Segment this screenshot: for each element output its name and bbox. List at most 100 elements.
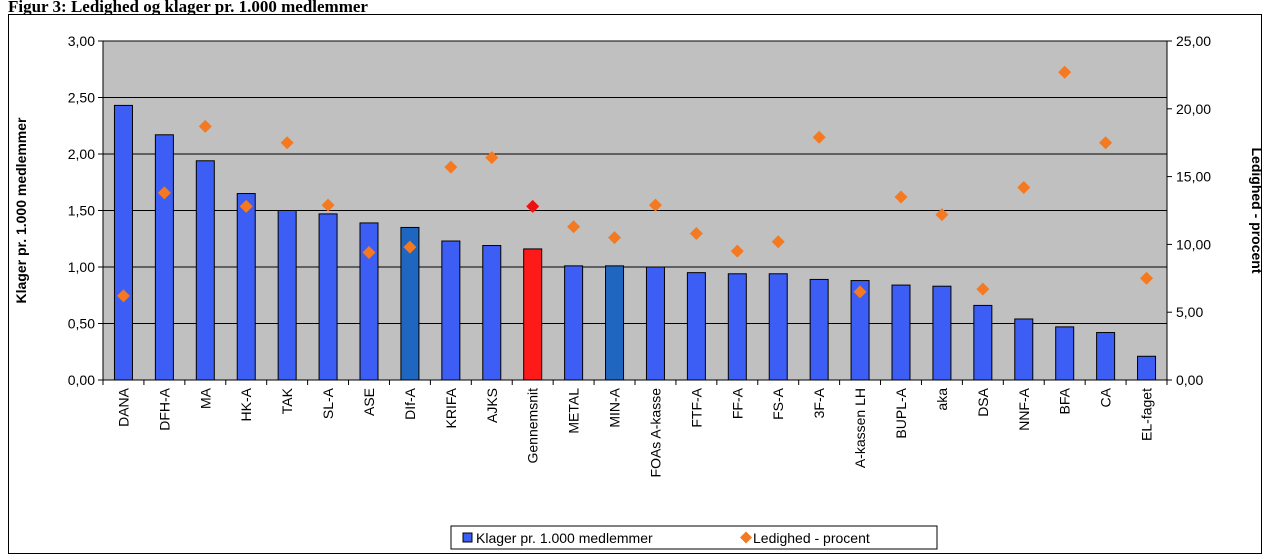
x-tick-label: METAL xyxy=(566,388,582,434)
marker-tak xyxy=(280,136,294,150)
y-tick-label: 2,00 xyxy=(68,146,95,162)
marker-metal xyxy=(567,220,581,234)
marker-dfh-a xyxy=(157,186,171,200)
x-tick-label: DIf-A xyxy=(402,387,418,420)
x-tick-label: FOAs A-kasse xyxy=(647,388,663,478)
marker-ff-a xyxy=(730,244,744,258)
x-tick-label: 3F-A xyxy=(811,387,827,418)
x-tick-label: FTF-A xyxy=(688,387,704,427)
y2-tick-label: 20,00 xyxy=(1176,101,1211,117)
bar-fs-a xyxy=(768,273,788,381)
bar-ma xyxy=(195,160,215,381)
y-tick-label: 2,50 xyxy=(68,90,95,106)
bar-dif-a xyxy=(400,226,420,381)
marker-ajks xyxy=(485,151,499,165)
marker-min-a xyxy=(608,231,622,245)
bar-a-kassen-lh xyxy=(850,280,870,381)
x-tick-label: DSA xyxy=(975,387,991,416)
marker-foas-a-kasse xyxy=(648,198,662,212)
x-tick-label: BUPL-A xyxy=(893,387,909,438)
x-tick-label: DFH-A xyxy=(156,387,172,430)
y2-tick-label: 25,00 xyxy=(1176,33,1211,49)
x-tick-label: FS-A xyxy=(770,387,786,420)
bar-ff-a xyxy=(727,273,747,381)
x-tick-label: TAK xyxy=(279,387,295,414)
bar-tak xyxy=(277,210,297,381)
marker-ase xyxy=(362,246,376,260)
bar-foas-a-kasse xyxy=(645,266,665,381)
y2-tick-label: 10,00 xyxy=(1176,236,1211,252)
marker-el-faget xyxy=(1140,271,1154,285)
x-tick-label: A-kassen LH xyxy=(852,388,868,468)
marker-aka xyxy=(935,208,949,222)
x-tick-label: MA xyxy=(197,387,213,409)
bar-bupl-a xyxy=(891,284,911,381)
marker-gennemsnit xyxy=(526,199,540,213)
legend-label-diamond: Ledighed - procent xyxy=(753,530,870,546)
y2-tick-label: 5,00 xyxy=(1176,304,1203,320)
marker-krifa xyxy=(444,160,458,174)
marker-hk-a xyxy=(239,199,253,213)
marker-bupl-a xyxy=(894,190,908,204)
x-tick-label: Gennemsnit xyxy=(525,388,541,464)
legend-swatch-diamond xyxy=(740,531,752,544)
x-tick-label: HK-A xyxy=(238,387,254,421)
x-tick-label: DANA xyxy=(115,387,131,427)
marker-3f-a xyxy=(812,130,826,144)
x-tick-label: EL-faget xyxy=(1139,388,1155,441)
bar-nnf-a xyxy=(1014,318,1034,381)
legend-label-bars: Klager pr. 1.000 medlemmer xyxy=(476,530,653,546)
marker-ma xyxy=(198,119,212,133)
bar-sl-a xyxy=(318,213,338,381)
bar-gennemsnit xyxy=(523,248,543,381)
x-tick-label: SL-A xyxy=(320,387,336,419)
bar-dsa xyxy=(973,304,993,381)
bar-ajks xyxy=(482,245,502,381)
bar-ase xyxy=(359,222,379,381)
bar-el-faget xyxy=(1137,355,1157,381)
bar-bfa xyxy=(1055,326,1075,381)
x-tick-label: NNF-A xyxy=(1016,387,1032,430)
marker-nnf-a xyxy=(1017,180,1031,194)
x-tick-label: MIN-A xyxy=(607,387,623,427)
bar-dana xyxy=(113,104,133,381)
x-tick-label: FF-A xyxy=(729,387,745,419)
y-tick-label: 0,50 xyxy=(68,316,95,332)
bar-ftf-a xyxy=(686,272,706,381)
bar-ca xyxy=(1096,332,1116,381)
x-tick-label: KRIFA xyxy=(443,387,459,428)
bar-metal xyxy=(564,265,584,381)
y2-tick-label: 0,00 xyxy=(1176,372,1203,388)
y-tick-label: 3,00 xyxy=(68,33,95,49)
marker-fs-a xyxy=(771,235,785,249)
marker-bfa xyxy=(1058,65,1072,79)
legend-box xyxy=(450,525,938,550)
bar-aka xyxy=(932,285,952,381)
marker-a-kassen-lh xyxy=(853,285,867,299)
marker-dsa xyxy=(976,282,990,296)
marker-dif-a xyxy=(403,240,417,254)
y-tick-label: 0,00 xyxy=(68,372,95,388)
bar-hk-a xyxy=(236,193,256,381)
y-tick-label: 1,50 xyxy=(68,203,95,219)
marker-ftf-a xyxy=(689,227,703,241)
page-title: Figur 3: Ledighed og klager pr. 1.000 me… xyxy=(8,0,368,16)
y2-axis-title: Ledighed - procent xyxy=(1249,148,1265,274)
bar-3f-a xyxy=(809,278,829,381)
marker-dana xyxy=(116,289,130,303)
y2-tick-label: 15,00 xyxy=(1176,169,1211,185)
x-tick-label: BFA xyxy=(1057,387,1073,414)
x-tick-label: CA xyxy=(1098,387,1114,407)
bar-min-a xyxy=(605,265,625,381)
x-tick-label: ASE xyxy=(361,388,377,416)
legend-swatch-bars xyxy=(462,532,473,543)
marker-ca xyxy=(1099,136,1113,150)
y-tick-label: 1,00 xyxy=(68,259,95,275)
bar-krifa xyxy=(441,240,461,381)
x-tick-label: aka xyxy=(934,388,950,411)
x-tick-label: AJKS xyxy=(484,388,500,423)
bar-dfh-a xyxy=(154,134,174,381)
marker-sl-a xyxy=(321,198,335,212)
y-axis-title: Klager pr. 1.000 medlemmer xyxy=(13,117,29,304)
